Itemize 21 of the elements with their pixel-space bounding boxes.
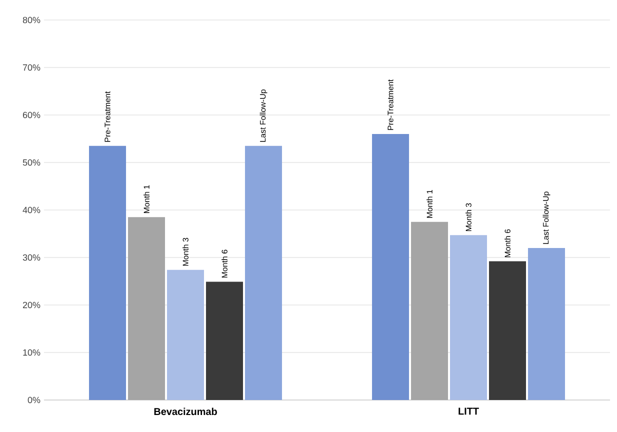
bar <box>528 248 565 400</box>
bar <box>372 134 410 400</box>
bar <box>450 235 488 400</box>
x-tick-label: Bevacizumab <box>154 408 217 416</box>
y-tick-label: 30% <box>22 254 40 261</box>
bar <box>244 146 282 400</box>
y-tick-label: 80% <box>22 16 40 24</box>
y-tick-label: 0% <box>28 396 40 404</box>
bar <box>488 261 526 400</box>
y-tick-label: 70% <box>22 64 40 71</box>
bar <box>128 217 166 400</box>
y-tick-label: 60% <box>22 112 40 118</box>
y-tick-label: 20% <box>22 302 40 308</box>
x-tick-label: LITT <box>458 408 479 415</box>
bar <box>89 146 126 400</box>
y-tick-label: 10% <box>23 349 40 356</box>
y-tick-label: 40% <box>22 206 40 214</box>
bar <box>206 282 243 400</box>
y-tick-label: 50% <box>22 159 40 166</box>
bar <box>167 270 204 400</box>
bar <box>411 222 448 400</box>
